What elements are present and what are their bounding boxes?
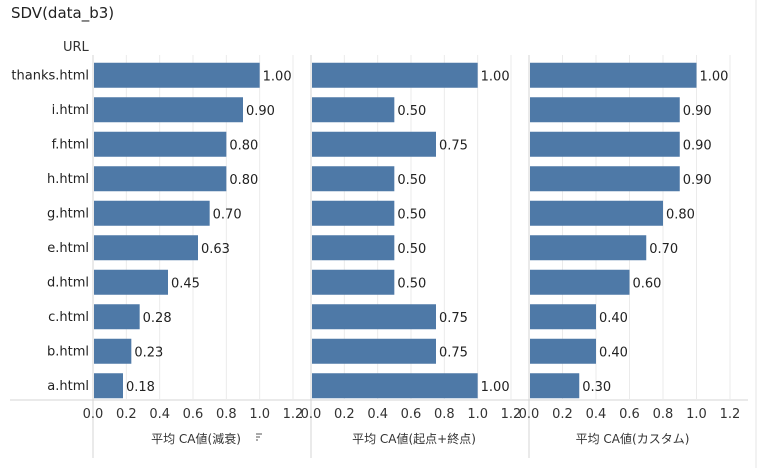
x-tick-label: 1.0 xyxy=(686,407,707,422)
x-tick-label: 1.0 xyxy=(249,407,270,422)
data-label: 0.90 xyxy=(683,104,712,119)
x-tick-label: 0.8 xyxy=(653,407,674,422)
bar[interactable] xyxy=(312,269,395,295)
x-tick-label: 0.8 xyxy=(434,407,455,422)
bar[interactable] xyxy=(94,235,198,261)
bar[interactable] xyxy=(94,131,227,157)
bar[interactable] xyxy=(530,235,647,261)
x-tick-label: 0.6 xyxy=(401,407,422,422)
category-label: b.html xyxy=(47,344,89,359)
x-tick-label: 1.2 xyxy=(720,407,741,422)
bar[interactable] xyxy=(530,269,630,295)
bar[interactable] xyxy=(312,62,478,88)
data-label: 0.50 xyxy=(397,173,426,188)
bar[interactable] xyxy=(94,304,140,330)
bar[interactable] xyxy=(312,200,395,226)
category-label: c.html xyxy=(48,310,89,325)
x-tick-label: 0.0 xyxy=(301,407,322,422)
data-label: 0.23 xyxy=(134,345,163,360)
x-tick-label: 0.6 xyxy=(619,407,640,422)
category-label: h.html xyxy=(47,172,89,187)
x-tick-label: 0.0 xyxy=(519,407,540,422)
data-label: 0.70 xyxy=(213,207,242,222)
x-tick-label: 0.4 xyxy=(149,407,170,422)
bar[interactable] xyxy=(530,200,663,226)
bar[interactable] xyxy=(530,373,580,399)
bar[interactable] xyxy=(530,166,680,192)
data-label: 0.75 xyxy=(439,311,468,326)
bar[interactable] xyxy=(312,373,478,399)
x-tick-label: 0.2 xyxy=(334,407,355,422)
data-label: 0.30 xyxy=(582,380,611,395)
data-label: 0.50 xyxy=(397,207,426,222)
sort-icon[interactable] xyxy=(256,433,262,441)
category-label: a.html xyxy=(47,379,89,394)
row-header-url: URL xyxy=(63,40,90,55)
bar[interactable] xyxy=(94,62,260,88)
data-label: 0.28 xyxy=(143,311,172,326)
x-axis-label: 平均 CA値(減衰) xyxy=(151,431,241,446)
bar[interactable] xyxy=(94,373,123,399)
bar[interactable] xyxy=(312,166,395,192)
data-label: 0.90 xyxy=(246,104,275,119)
category-label: f.html xyxy=(52,137,89,152)
bar[interactable] xyxy=(530,304,596,330)
bar[interactable] xyxy=(530,338,596,364)
data-label: 0.63 xyxy=(201,242,230,257)
data-label: 1.00 xyxy=(481,380,510,395)
data-label: 0.75 xyxy=(439,345,468,360)
category-label: g.html xyxy=(47,206,89,221)
data-label: 1.00 xyxy=(700,69,729,84)
x-tick-label: 0.0 xyxy=(83,407,104,422)
x-tick-label: 0.2 xyxy=(116,407,137,422)
data-label: 0.75 xyxy=(439,138,468,153)
bar[interactable] xyxy=(312,97,395,123)
data-label: 0.90 xyxy=(683,138,712,153)
data-label: 0.50 xyxy=(397,242,426,257)
data-label: 0.40 xyxy=(599,345,628,360)
bar[interactable] xyxy=(530,131,680,157)
data-label: 0.80 xyxy=(229,138,258,153)
bar[interactable] xyxy=(530,62,697,88)
data-label: 0.90 xyxy=(683,173,712,188)
category-label: thanks.html xyxy=(11,68,89,83)
x-axis-label: 平均 CA値(起点+終点) xyxy=(352,431,476,446)
x-tick-label: 1.2 xyxy=(283,407,304,422)
chart-title: SDV(data_b3) xyxy=(11,4,115,22)
data-label: 0.70 xyxy=(649,242,678,257)
category-label: e.html xyxy=(47,241,89,256)
data-label: 0.60 xyxy=(633,276,662,291)
x-tick-label: 1.0 xyxy=(467,407,488,422)
bar[interactable] xyxy=(530,97,680,123)
x-tick-label: 0.2 xyxy=(552,407,573,422)
bar[interactable] xyxy=(94,97,243,123)
bar[interactable] xyxy=(312,338,436,364)
x-tick-label: 0.8 xyxy=(216,407,237,422)
data-label: 0.45 xyxy=(171,276,200,291)
x-tick-label: 0.6 xyxy=(183,407,204,422)
x-tick-label: 0.4 xyxy=(586,407,607,422)
data-label: 0.80 xyxy=(666,207,695,222)
bar[interactable] xyxy=(94,200,210,226)
data-label: 0.40 xyxy=(599,311,628,326)
data-label: 0.80 xyxy=(229,173,258,188)
bar[interactable] xyxy=(94,338,132,364)
data-label: 1.00 xyxy=(481,69,510,84)
bar[interactable] xyxy=(312,304,436,330)
data-label: 1.00 xyxy=(263,69,292,84)
bar[interactable] xyxy=(94,269,168,295)
x-tick-label: 0.4 xyxy=(367,407,388,422)
data-label: 0.50 xyxy=(397,104,426,119)
category-label: i.html xyxy=(52,103,89,118)
data-label: 0.50 xyxy=(397,276,426,291)
x-axis-label: 平均 CA値(カスタム) xyxy=(576,431,690,446)
bar[interactable] xyxy=(94,166,227,192)
x-tick-label: 1.2 xyxy=(501,407,522,422)
bar[interactable] xyxy=(312,131,436,157)
data-label: 0.18 xyxy=(126,380,155,395)
category-label: d.html xyxy=(47,275,89,290)
bar[interactable] xyxy=(312,235,395,261)
